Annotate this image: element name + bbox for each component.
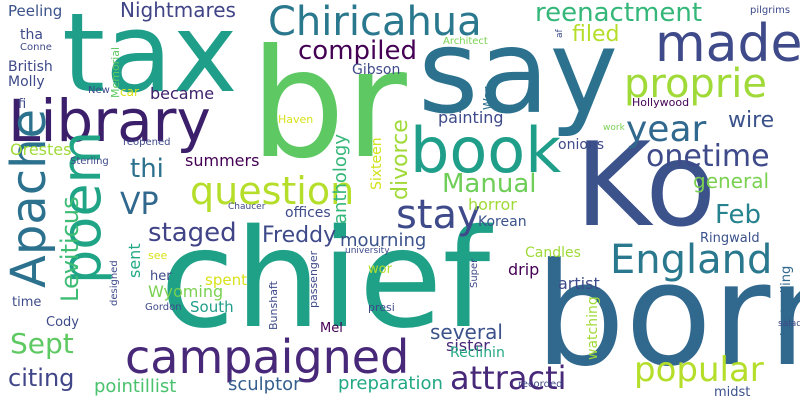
- word-recorded: recorded: [518, 379, 563, 390]
- word-university: university: [345, 246, 390, 256]
- word-passenger: passenger: [307, 250, 320, 308]
- word-pointillist: pointillist: [94, 376, 177, 397]
- word-salad: salad: [778, 319, 800, 329]
- word-haven: Haven: [278, 113, 314, 126]
- word-new: New: [88, 85, 110, 96]
- word-gibson: Gibson: [352, 62, 401, 78]
- word-super: Super: [469, 258, 480, 288]
- word-onetime: onetime: [646, 139, 770, 174]
- word-born: born: [535, 233, 800, 398]
- word-british: British: [8, 59, 53, 75]
- word-her: her: [150, 269, 172, 284]
- word-sept: Sept: [10, 327, 74, 360]
- word-popular: popular: [634, 350, 764, 390]
- word-campaigned: campaigned: [125, 330, 410, 384]
- word-several: several: [430, 320, 503, 344]
- word-sent: sent: [125, 243, 144, 278]
- word-pilgrims: pilgrims: [750, 5, 791, 16]
- word-chaucer: Chaucer: [228, 202, 266, 212]
- word-sister: sister: [446, 336, 490, 355]
- word-af: af: [555, 29, 565, 38]
- word-filed: filed: [572, 22, 620, 47]
- word-staged: staged: [148, 218, 237, 248]
- word-stay: stay: [396, 192, 481, 238]
- word-artist: artist: [558, 274, 600, 293]
- word-anthology: anthology: [330, 133, 351, 224]
- word-conne: Conne: [20, 42, 52, 53]
- word-vp: VP: [120, 187, 159, 222]
- word-fi: fi: [18, 97, 27, 112]
- word-see: see: [148, 249, 168, 262]
- word-manual: Manual: [442, 169, 537, 199]
- word-feb: Feb: [715, 200, 762, 230]
- word-proprie: proprie: [624, 61, 767, 107]
- word-memorial: Memorial: [109, 46, 122, 98]
- word-horror: horror: [468, 195, 517, 214]
- word-sculptor: sculptor: [228, 374, 301, 395]
- word-war: War: [481, 86, 495, 110]
- word-general: general: [693, 169, 770, 193]
- word-summers: summers: [185, 151, 260, 170]
- word-korean: Korean: [478, 214, 527, 230]
- word-freddy: Freddy: [262, 223, 337, 248]
- word-leviticus: Leviticus: [56, 196, 84, 302]
- word-question: question: [190, 169, 355, 213]
- word-reenactment: reenactment: [535, 0, 703, 28]
- word-candles: Candles: [525, 245, 581, 261]
- word-painting: painting: [438, 108, 504, 127]
- word-year: year: [626, 109, 707, 150]
- word-ko: Ko: [575, 118, 717, 253]
- word-mourning: mourning: [340, 230, 427, 251]
- word-cody: Cody: [46, 315, 79, 330]
- word-wor: wor: [368, 262, 392, 277]
- word-mel: Mel: [320, 321, 343, 336]
- word-tha: tha: [20, 27, 43, 43]
- word-midst: midst: [714, 385, 751, 400]
- word-divorce: divorce: [388, 119, 413, 200]
- word-spent: spent: [205, 271, 247, 289]
- word-hollywood: Hollywood: [632, 96, 690, 109]
- word-thi: thi: [130, 154, 164, 184]
- word-tax: tax: [62, 0, 238, 117]
- word-sixteen: Sixteen: [369, 137, 385, 190]
- word-nightmares: Nightmares: [120, 0, 236, 22]
- word-made: made: [655, 14, 800, 74]
- word-architect: Architect: [443, 36, 488, 47]
- word-bunshaft: Bunshaft: [267, 281, 280, 330]
- word-drip: drip: [508, 260, 540, 279]
- word-designed: designed: [109, 260, 120, 306]
- word-apache: Apache: [1, 108, 57, 288]
- word-orestes: Orestes: [10, 140, 72, 159]
- word-compiled: compiled: [298, 36, 417, 66]
- word-attracti: attracti: [450, 359, 567, 397]
- word-watching: watching: [585, 296, 601, 360]
- word-england: England: [610, 237, 773, 283]
- word-presi: presi: [368, 301, 395, 314]
- word-work: work: [603, 123, 625, 133]
- word-south: South: [190, 298, 234, 316]
- word-ringwald: Ringwald: [700, 231, 760, 246]
- word-time: time: [12, 295, 42, 310]
- word-say: say: [418, 5, 619, 140]
- word-car: car: [120, 85, 139, 99]
- word-chief: chief: [160, 201, 491, 359]
- word-chiricahua: Chiricahua: [268, 0, 482, 45]
- word-book: book: [410, 114, 562, 187]
- word-wire: wire: [728, 108, 775, 133]
- word-molly: Molly: [8, 74, 45, 90]
- word-preparation: preparation: [338, 373, 443, 394]
- word-citing: citing: [8, 364, 75, 392]
- word-became: became: [150, 84, 215, 103]
- word-gordon: Gordon: [145, 302, 182, 313]
- word-library: Library: [8, 87, 211, 155]
- word-reopened: reopened: [123, 137, 171, 148]
- word-peeling: Peeling: [8, 2, 63, 20]
- word-br: br: [250, 18, 407, 192]
- word-sterling: Sterling: [70, 156, 109, 167]
- word-onions: onions: [558, 137, 605, 153]
- word-offices: offices: [285, 205, 331, 221]
- word-reclinin: Reclinin: [450, 345, 505, 361]
- word-wyoming: Wyoming: [148, 282, 224, 301]
